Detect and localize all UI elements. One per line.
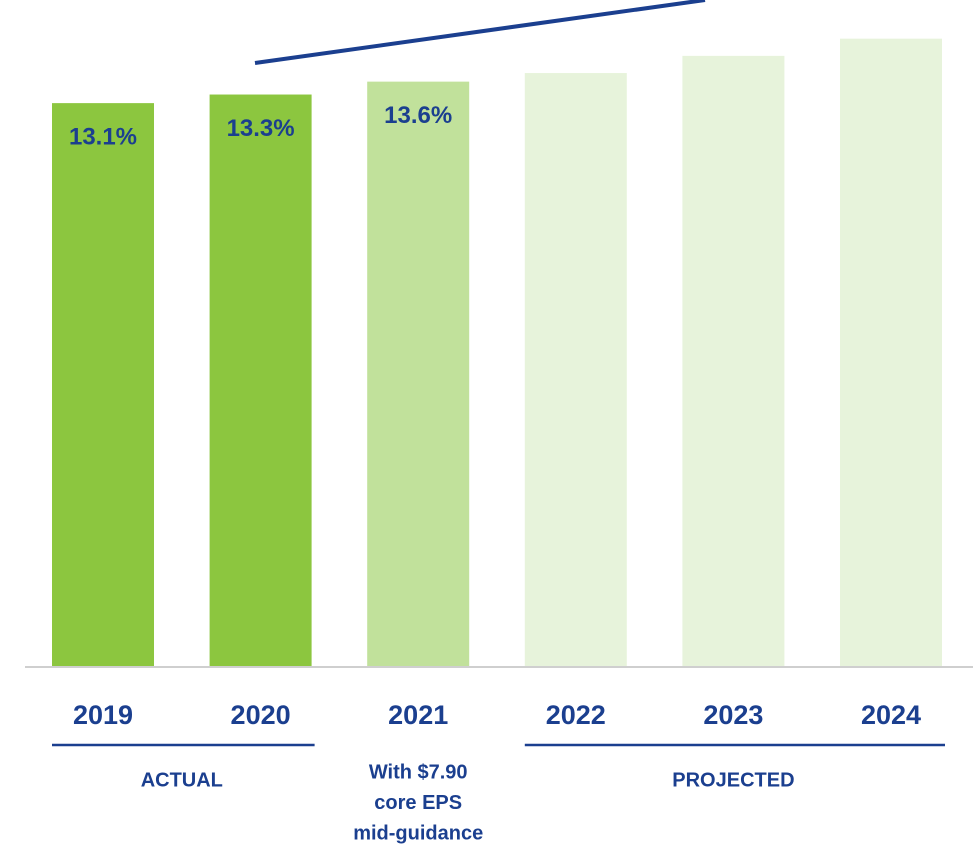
trend-line [254, 0, 706, 65]
group-label: mid-guidance [353, 822, 483, 844]
x-tick-label: 2022 [546, 700, 606, 730]
value-label: 13.3% [227, 115, 295, 142]
bar [209, 94, 312, 666]
x-tick-label: 2019 [73, 700, 133, 730]
group-label: PROJECTED [672, 769, 794, 791]
bar [840, 38, 942, 667]
bar [524, 73, 627, 666]
value-label: 13.6% [384, 102, 452, 129]
bar [367, 81, 470, 666]
bar [52, 103, 154, 667]
group-label: ACTUAL [141, 769, 223, 791]
group-label: core EPS [374, 792, 462, 814]
value-label: 13.1% [69, 123, 137, 150]
x-tick-label: 2020 [231, 700, 291, 730]
x-tick-label: 2024 [861, 700, 921, 730]
x-tick-label: 2021 [388, 700, 448, 730]
x-tick-label: 2023 [703, 700, 763, 730]
group-label: With $7.90 [369, 761, 468, 783]
bar [682, 55, 785, 667]
